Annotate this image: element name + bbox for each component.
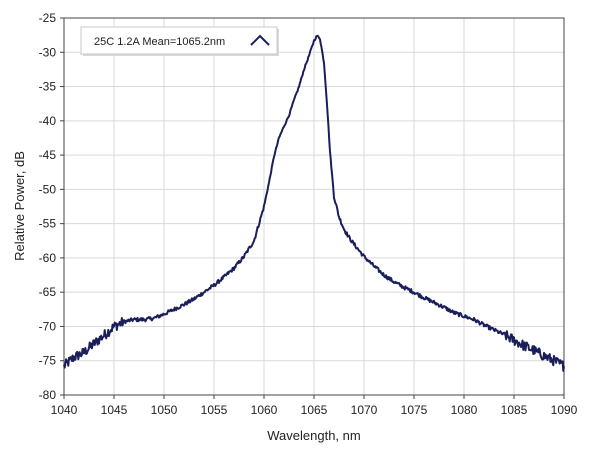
x-tick-label: 1045 xyxy=(101,403,128,417)
y-tick-label: -75 xyxy=(39,354,57,368)
x-axis-title: Wavelength, nm xyxy=(267,428,360,443)
y-tick-label: -60 xyxy=(39,251,57,265)
x-tick-label: 1070 xyxy=(351,403,378,417)
y-tick-label: -45 xyxy=(39,148,57,162)
x-tick-label: 1085 xyxy=(501,403,528,417)
legend-box xyxy=(80,26,278,55)
x-tick-label: 1075 xyxy=(401,403,428,417)
legend: 25C 1.2A Mean=1065.2nm xyxy=(80,26,279,56)
x-tick-label: 1080 xyxy=(451,403,478,417)
series-line xyxy=(63,34,565,372)
y-axis-title: Relative Power, dB xyxy=(12,151,27,261)
x-tick-label: 1060 xyxy=(251,403,278,417)
x-axis-ticks: 1040 1045 1050 1055 1060 1065 1070 1075 1080 1085… xyxy=(51,395,578,417)
series-layer xyxy=(63,34,565,372)
x-tick-label: 1065 xyxy=(301,403,328,417)
y-axis-ticks: -25 -30 -35 -40 -45 -50 -55 -60 -65 -70 -75 -80 xyxy=(39,11,64,402)
y-tick-label: -55 xyxy=(39,217,57,231)
y-tick-label: -65 xyxy=(39,285,57,299)
y-tick-label: -50 xyxy=(39,182,57,196)
y-tick-label: -25 xyxy=(39,11,57,25)
x-tick-label: 1090 xyxy=(551,403,578,417)
legend-swatch-icon xyxy=(250,34,270,46)
y-tick-label: -80 xyxy=(39,388,57,402)
y-tick-label: -30 xyxy=(39,45,57,59)
legend-label: 25C 1.2A Mean=1065.2nm xyxy=(94,36,225,48)
x-tick-label: 1050 xyxy=(151,403,178,417)
x-tick-label: 1055 xyxy=(201,403,228,417)
y-tick-label: -70 xyxy=(39,319,57,333)
x-tick-label: 1040 xyxy=(51,403,78,417)
y-tick-label: -35 xyxy=(39,80,57,94)
y-tick-label: -40 xyxy=(39,114,57,128)
